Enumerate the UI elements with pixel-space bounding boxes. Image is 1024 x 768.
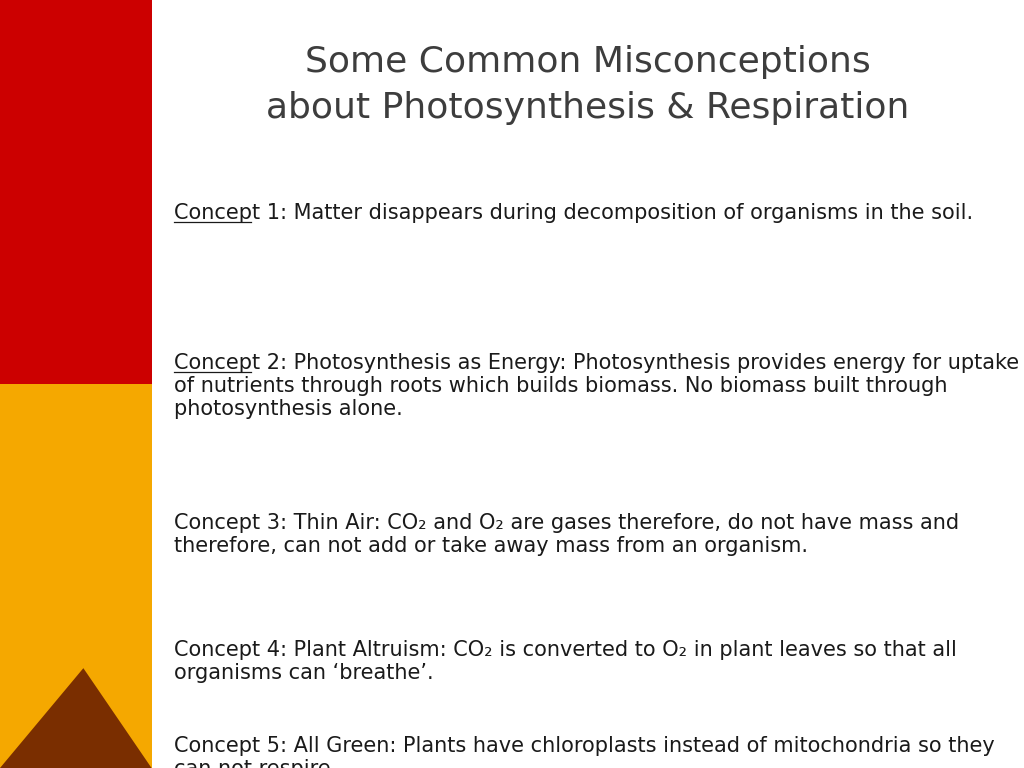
Polygon shape <box>0 668 152 768</box>
Bar <box>0 0 152 384</box>
Text: photosynthesis alone.: photosynthesis alone. <box>173 399 402 419</box>
Text: can not respire.: can not respire. <box>173 759 337 768</box>
Bar <box>0 384 152 768</box>
Text: Concept 4: Plant Altruism: CO₂ is converted to O₂ in plant leaves so that all: Concept 4: Plant Altruism: CO₂ is conver… <box>173 640 956 660</box>
Text: organisms can ‘breathe’.: organisms can ‘breathe’. <box>173 663 433 683</box>
Text: Concept 5: All Green: Plants have chloroplasts instead of mitochondria so they: Concept 5: All Green: Plants have chloro… <box>173 736 994 756</box>
Text: Concept 3: Thin Air: CO₂ and O₂ are gases therefore, do not have mass and: Concept 3: Thin Air: CO₂ and O₂ are gase… <box>173 513 958 533</box>
Text: therefore, can not add or take away mass from an organism.: therefore, can not add or take away mass… <box>173 536 808 556</box>
Text: Concept 2: Photosynthesis as Energy: Photosynthesis provides energy for uptake: Concept 2: Photosynthesis as Energy: Pho… <box>173 353 1019 373</box>
Text: of nutrients through roots which builds biomass. No biomass built through: of nutrients through roots which builds … <box>173 376 947 396</box>
Text: Concept 1: Matter disappears during decomposition of organisms in the soil.: Concept 1: Matter disappears during deco… <box>173 203 973 223</box>
Text: Some Common Misconceptions
about Photosynthesis & Respiration: Some Common Misconceptions about Photosy… <box>266 45 909 125</box>
